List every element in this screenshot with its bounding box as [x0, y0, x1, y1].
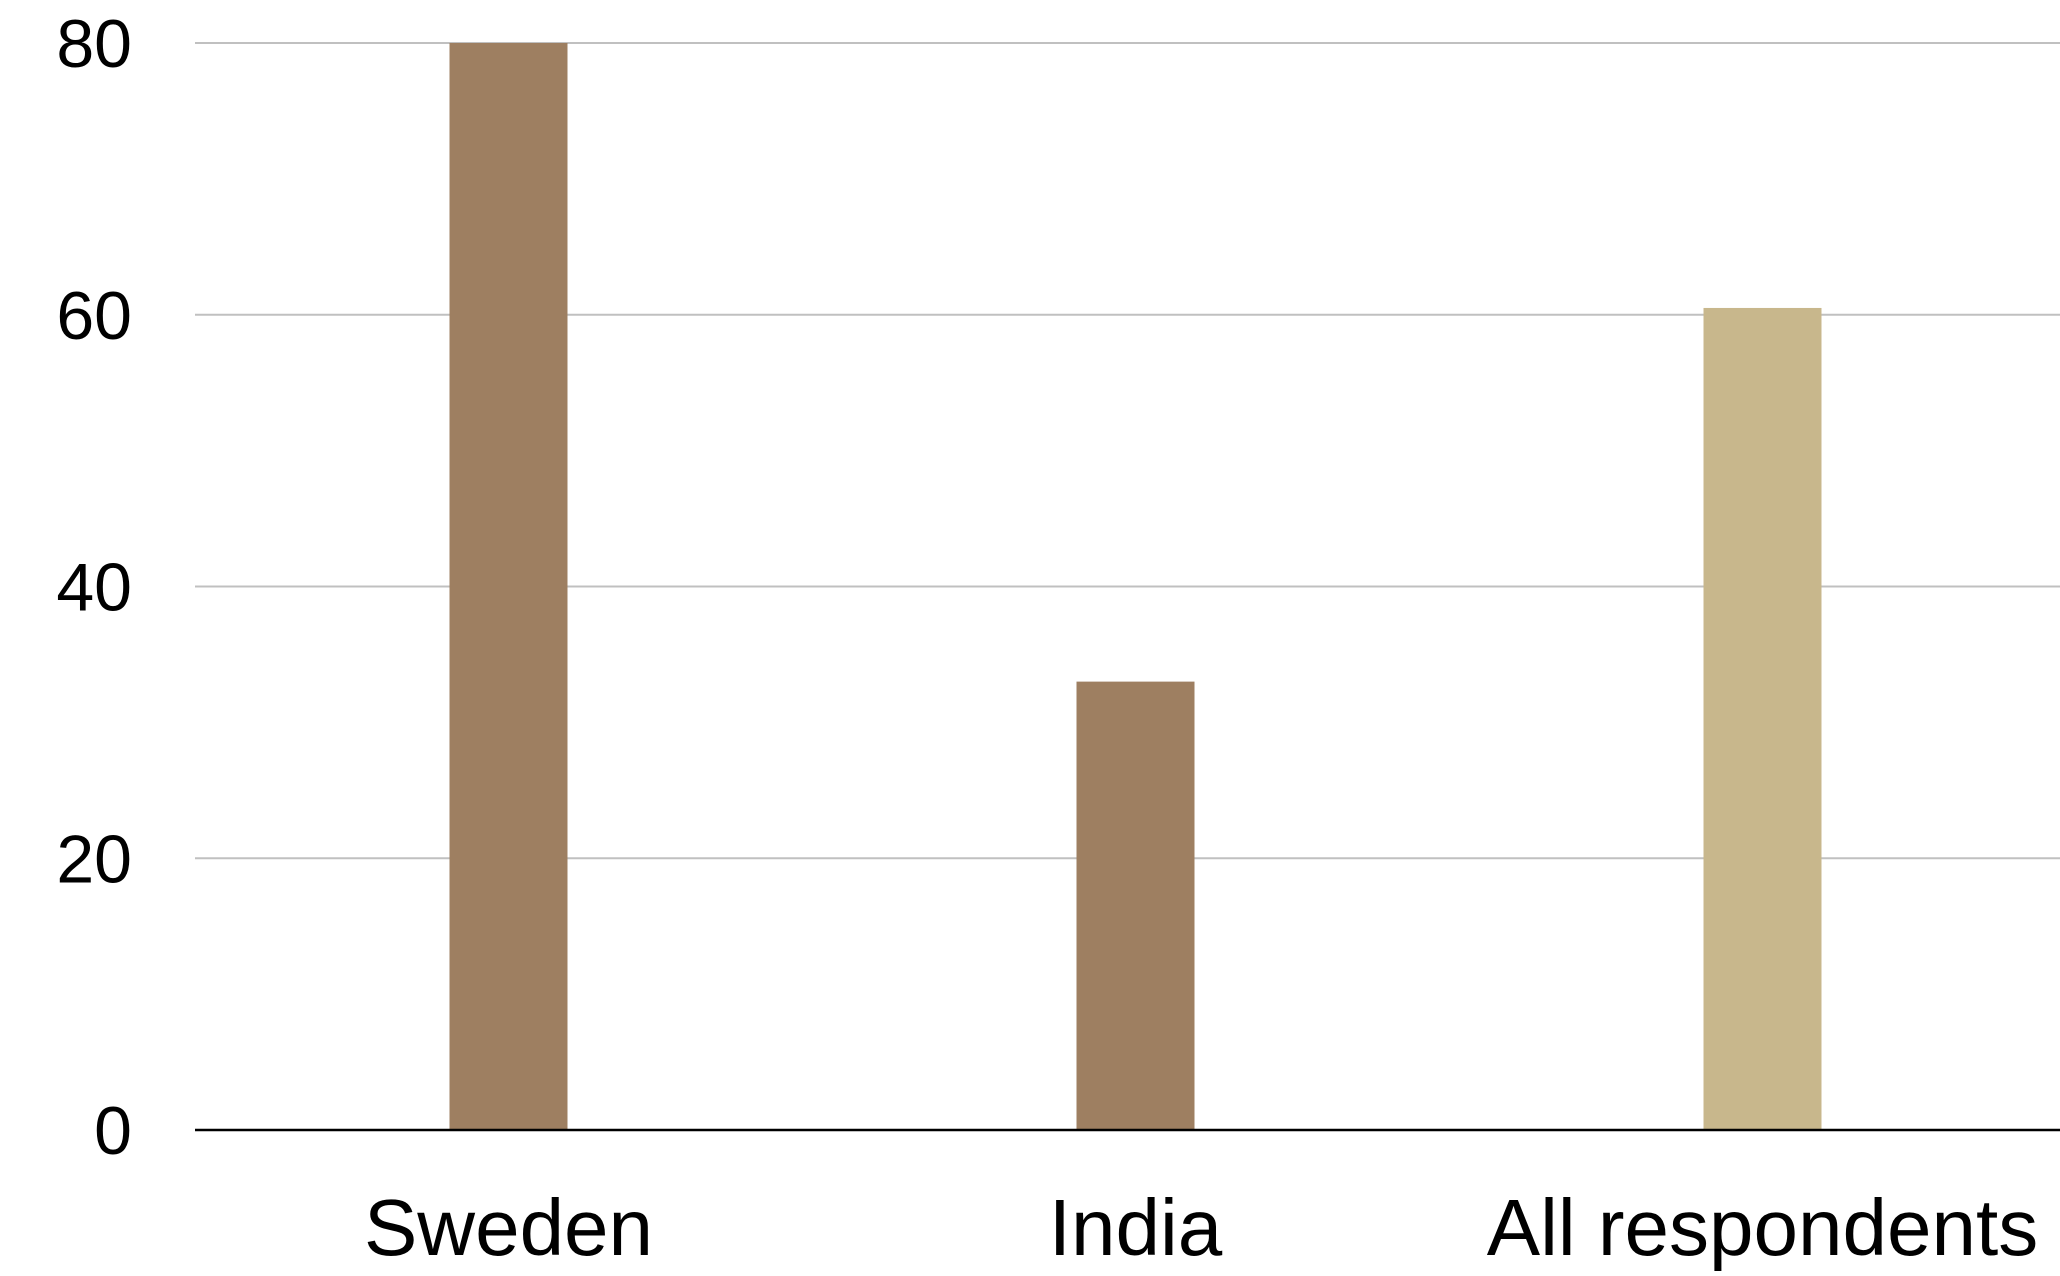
y-axis-ticks: 0 20 40 60 80 [56, 6, 132, 1169]
y-tick-label: 0 [94, 1093, 132, 1169]
bar-sweden [449, 43, 568, 1130]
x-tick-label: All respondents [1487, 1183, 2038, 1271]
y-tick-label: 80 [56, 6, 132, 82]
bars [449, 43, 1822, 1130]
y-tick-label: 40 [56, 550, 132, 626]
x-axis-ticks: Sweden India All respondents [364, 1183, 2038, 1272]
bar-india [1076, 681, 1195, 1130]
x-tick-label: India [1049, 1183, 1223, 1271]
y-tick-label: 20 [56, 821, 132, 897]
x-tick-label: Sweden [364, 1183, 653, 1271]
y-tick-label: 60 [56, 278, 132, 354]
bar-all-respondents [1703, 307, 1822, 1130]
